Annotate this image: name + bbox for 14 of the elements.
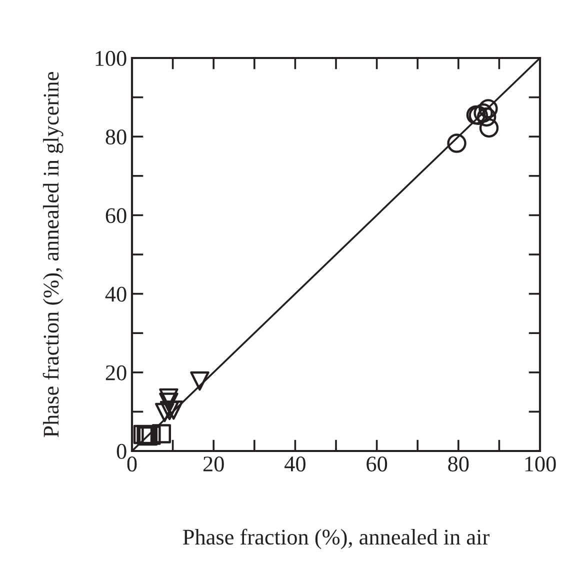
y-tick-label: 20 (106, 365, 126, 380)
y-tick-label: 60 (106, 208, 126, 224)
x-tick-label: 80 (448, 456, 469, 472)
x-tick-label: 100 (525, 456, 556, 472)
x-tick-label: 60 (366, 456, 388, 472)
y-axis-title: Phase fraction (%), annealed in glycerine (42, 72, 64, 438)
x-tick-label: 0 (127, 456, 137, 472)
y-tick-label: 40 (105, 286, 126, 302)
x-tick-label: 40 (284, 456, 306, 472)
y-tick-label: 100 (96, 50, 126, 66)
x-axis-title: Phase fraction (%), annealed in air (183, 528, 490, 550)
x-tick-label: 20 (203, 456, 224, 472)
y-tick-label: 0 (116, 444, 126, 459)
y-tick-label: 80 (106, 130, 126, 145)
